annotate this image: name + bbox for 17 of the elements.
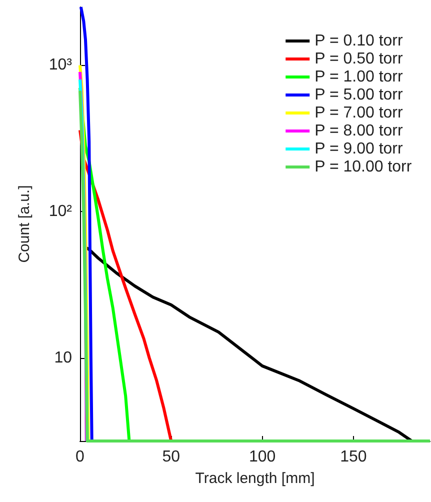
legend-label: P = 8.00 torr — [314, 122, 404, 140]
x-tick-label: 100 — [248, 448, 276, 466]
legend-label: P = 0.50 torr — [314, 50, 404, 68]
y-tick-label: 10² — [48, 203, 73, 220]
x-tick-label: 50 — [162, 448, 180, 466]
legend-label: P = 10.00 torr — [314, 158, 412, 176]
legend-label: P = 9.00 torr — [314, 140, 404, 158]
legend-label: P = 1.00 torr — [314, 68, 404, 86]
x-tick-label: 150 — [340, 448, 367, 466]
y-tick-label: 10³ — [48, 56, 73, 74]
legend-label: P = 0.10 torr — [314, 32, 404, 50]
legend-label: P = 7.00 torr — [314, 104, 404, 122]
y-axis-title: Count [a.u.] — [16, 185, 33, 263]
legend-label: P = 5.00 torr — [314, 86, 404, 104]
x-axis-title: Track length [mm] — [195, 470, 315, 487]
y-tick-label: 10 — [54, 349, 72, 366]
x-tick-label: 0 — [76, 448, 85, 466]
